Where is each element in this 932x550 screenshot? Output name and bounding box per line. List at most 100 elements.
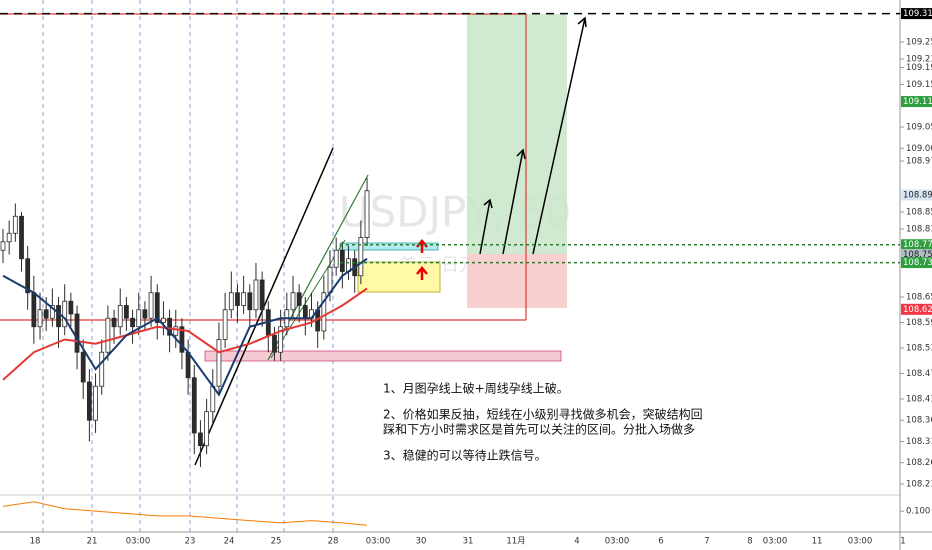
x-tick-label: 4 — [574, 537, 579, 547]
candle-body — [358, 237, 364, 277]
price-tag — [901, 8, 932, 20]
note: 3、稳健的可以等待止跌信号。 — [383, 448, 547, 463]
candle-body — [327, 266, 333, 294]
y-tick-label: 109.150 — [906, 80, 932, 90]
candle-body — [179, 326, 185, 353]
notes: 1、月图孕线上破+周线孕线上破。 2、价格如果反抽，短线在小级别寻找做多机会，突… — [383, 381, 703, 463]
price-tag-label: 108.750 — [903, 250, 932, 260]
candle-body — [117, 305, 123, 328]
x-tick-label: 11月 — [506, 537, 525, 547]
y-tick-label: 108.970 — [906, 157, 932, 167]
candle-body — [302, 305, 308, 319]
candle-body — [43, 309, 49, 319]
candle-body — [247, 292, 253, 311]
x-tick-label: 03:00 — [605, 537, 630, 547]
price-tag — [901, 96, 932, 108]
x-tick-label: 03:00 — [126, 537, 151, 547]
x-tick-label: 03:00 — [763, 537, 788, 547]
indicator-line — [2, 501, 368, 526]
candle-body — [204, 411, 210, 447]
candle-body — [290, 292, 296, 311]
candle-body — [235, 292, 240, 306]
y-tick-label: 109.190 — [906, 63, 932, 73]
price-tag — [901, 303, 932, 315]
candle-body — [86, 381, 92, 421]
x-tick-label: 24 — [224, 537, 235, 547]
candle-body — [74, 313, 80, 353]
candle-body — [130, 317, 135, 328]
candle-body — [228, 292, 234, 311]
y-tick-label: 108.310 — [906, 437, 932, 447]
candle-body — [241, 292, 247, 306]
candle-body — [62, 300, 68, 328]
y-tick-label: 109.210 — [906, 55, 932, 65]
price-tag-label: 109.317 — [903, 9, 932, 19]
price-tag-label: 109.110 — [903, 97, 932, 107]
candle-body — [191, 377, 197, 434]
moving-average — [2, 287, 368, 381]
candle-body — [154, 292, 160, 323]
price-tag-label: 108.731 — [903, 258, 932, 268]
note: 1、月图孕线上破+周线孕线上破。 — [383, 381, 569, 396]
candle-body — [56, 305, 61, 328]
plot — [0, 178, 370, 467]
drawings — [0, 13, 587, 466]
day-separators — [42, 0, 334, 532]
moving-average — [2, 257, 368, 397]
price-tag-label: 108.773 — [903, 240, 932, 250]
x-tick-label: 21 — [87, 537, 98, 547]
candle-body — [25, 258, 31, 294]
candle-body — [333, 249, 339, 268]
candle-body — [19, 215, 24, 260]
note: 2、价格如果反抽，短线在小级别寻找做多机会，突破结构回 — [383, 407, 703, 422]
y-tick-label: 108.470 — [906, 369, 932, 379]
x-tick-label: 31 — [463, 537, 474, 547]
candle-body — [216, 339, 222, 387]
candle-body — [210, 385, 216, 413]
price-tag — [901, 239, 932, 251]
candle-body — [142, 309, 148, 319]
candle-body — [0, 241, 6, 251]
indicator-tick-label: 0.100 — [906, 507, 930, 517]
y-tick-label: 108.590 — [906, 318, 932, 328]
candle-body — [339, 249, 345, 272]
candle-body — [31, 292, 37, 328]
candle-body — [99, 351, 105, 387]
y-tick-label: 108.810 — [906, 225, 932, 235]
x-tick-label: 03:00 — [848, 537, 873, 547]
candle-body — [148, 292, 154, 319]
x-tick-label: 7 — [704, 537, 709, 547]
y-tick-label: 108.530 — [906, 343, 932, 353]
x-tick-label: 23 — [185, 537, 196, 547]
price-tag — [901, 249, 932, 261]
y-tick-label: 109.000 — [906, 144, 932, 154]
y-tick-label: 108.360 — [906, 416, 932, 426]
candle-body — [111, 317, 117, 328]
candle-body — [167, 317, 172, 336]
y-tick-label: 109.250 — [906, 38, 932, 48]
y-tick-label: 108.210 — [906, 479, 932, 489]
candle-body — [68, 300, 74, 315]
price-tag — [901, 189, 932, 201]
candle-body — [136, 309, 142, 328]
candle-body — [272, 334, 277, 353]
x-tick-label: 6 — [658, 537, 663, 547]
candle-body — [296, 292, 302, 306]
x-tick-label: 25 — [271, 537, 282, 547]
candle-body — [37, 309, 43, 328]
x-tick-label: 1 — [900, 537, 905, 547]
price-tag — [901, 257, 932, 269]
candle-body — [12, 215, 18, 234]
candle-body — [6, 232, 12, 243]
candle-body — [259, 279, 265, 311]
candle-body — [124, 305, 129, 319]
price-tag-label: 108.890 — [903, 191, 932, 201]
candle-body — [173, 326, 179, 336]
x-tick-label: 8 — [747, 537, 752, 547]
candle-body — [185, 351, 191, 379]
x-tick-label: 30 — [416, 537, 427, 547]
y-tick-label: 108.260 — [906, 458, 932, 468]
y-tick-label: 109.050 — [906, 123, 932, 133]
